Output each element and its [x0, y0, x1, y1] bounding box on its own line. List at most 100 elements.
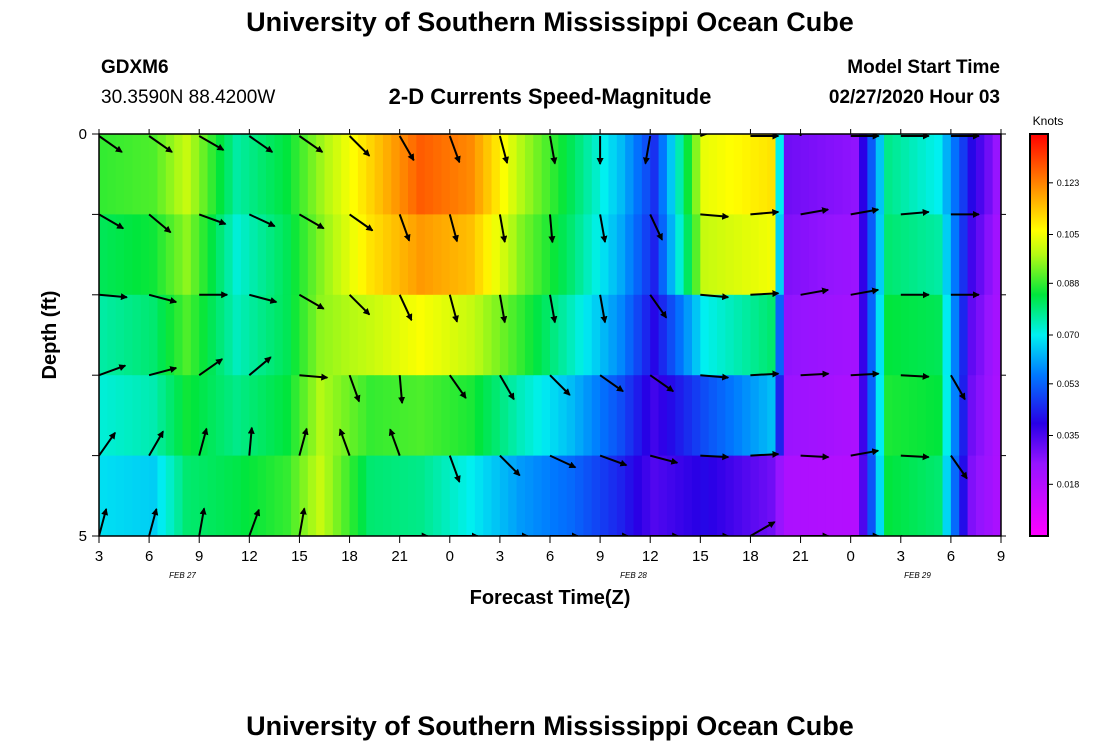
current-vectors — [99, 134, 980, 536]
heatmap-cell — [842, 214, 852, 296]
heatmap-cell — [165, 294, 175, 376]
heatmap-cell — [683, 294, 693, 376]
heatmap-cell — [299, 214, 309, 296]
current-vector — [850, 207, 880, 216]
heatmap-cell — [859, 214, 868, 296]
heatmap-cell — [700, 214, 710, 296]
heatmap-cell — [867, 455, 877, 536]
heatmap-cell — [909, 375, 919, 457]
heatmap-cell — [742, 375, 752, 457]
date-label: FEB 29 — [904, 571, 931, 580]
heatmap-cell — [666, 294, 676, 376]
heatmap-cell — [708, 294, 718, 376]
heatmap-cell — [399, 455, 409, 536]
heatmap-cell — [717, 294, 726, 376]
heatmap-cell — [733, 214, 743, 296]
heatmap-cell — [299, 294, 309, 376]
heatmap-cell — [266, 294, 275, 376]
heatmap-cell — [424, 294, 434, 376]
heatmap-cell — [224, 214, 234, 296]
heatmap-cell — [967, 134, 977, 215]
heatmap-cell — [975, 214, 985, 296]
heatmap-cell — [483, 134, 493, 215]
heatmap-cell — [107, 375, 117, 457]
heatmap-cell — [174, 134, 184, 215]
current-vector — [448, 374, 467, 399]
heatmap-cell — [783, 134, 793, 215]
heatmap-cell — [817, 294, 827, 376]
heatmap-cell — [583, 134, 593, 215]
heatmap-cell — [491, 134, 501, 215]
current-vector — [348, 374, 361, 403]
current-vector — [649, 454, 679, 465]
heatmap-cell — [641, 214, 651, 296]
station-coordinates: 30.3590N 88.4200W — [101, 87, 276, 108]
heatmap-cell — [124, 294, 134, 376]
heatmap-cell — [583, 294, 593, 376]
heatmap-cell — [884, 214, 894, 296]
heatmap-cell — [566, 455, 576, 536]
heatmap-cell — [742, 294, 752, 376]
heatmap-cell — [833, 134, 843, 215]
heatmap-cell — [750, 134, 760, 215]
heatmap-cell — [550, 214, 559, 296]
heatmap-cell — [215, 375, 225, 457]
heatmap-cell — [950, 375, 960, 457]
heatmap-cell — [124, 134, 134, 215]
heatmap-cell — [867, 375, 877, 457]
heatmap-cell — [240, 294, 250, 376]
heatmap-cell — [633, 134, 643, 215]
heatmap-cell — [157, 214, 167, 296]
heatmap-cell — [499, 134, 509, 215]
heatmap-cell — [316, 214, 326, 296]
heatmap-cell — [474, 294, 484, 376]
heatmap-cell — [408, 375, 417, 457]
heatmap-cell — [182, 214, 192, 296]
heatmap-cell — [458, 294, 468, 376]
heatmap-cell — [992, 294, 1001, 376]
heatmap-cell — [708, 375, 718, 457]
heatmap-cell — [758, 134, 768, 215]
model-start-label: Model Start Time — [847, 57, 1000, 78]
heatmap-cell — [140, 214, 150, 296]
heatmap-cell — [115, 294, 125, 376]
heatmap-cell — [332, 294, 342, 376]
heatmap-cell — [291, 134, 301, 215]
heatmap-cell — [499, 214, 509, 296]
heatmap-cell — [266, 134, 275, 215]
heatmap-cell — [959, 214, 969, 296]
heatmap-cell — [483, 214, 493, 296]
heatmap-cell — [533, 455, 543, 536]
heatmap-cell — [984, 455, 994, 536]
heatmap-cell — [149, 455, 159, 536]
heatmap-cell — [541, 214, 551, 296]
current-vector — [388, 428, 401, 456]
heatmap-cell — [825, 214, 835, 296]
heatmap-cell — [524, 455, 534, 536]
heatmap-cell — [792, 214, 802, 296]
heatmap-cell — [666, 134, 676, 215]
heatmap-cell — [566, 294, 576, 376]
x-tick-label: 6 — [145, 548, 153, 565]
heatmap-cell — [399, 375, 409, 457]
heatmap-cell — [550, 375, 559, 457]
heatmap-cell — [750, 214, 760, 296]
heatmap-cell — [224, 134, 234, 215]
heatmap-cell — [433, 455, 443, 536]
x-tick-label: 3 — [95, 548, 103, 565]
heatmap-cell — [441, 134, 451, 215]
heatmap-cell — [516, 455, 526, 536]
heatmap-cell — [825, 134, 835, 215]
heatmap-cell — [633, 294, 643, 376]
current-vector — [750, 450, 780, 458]
heatmap-cell — [817, 134, 827, 215]
heatmap-cell — [950, 455, 960, 536]
heatmap-cell — [257, 134, 267, 215]
heatmap-cell — [140, 294, 150, 376]
heatmap-cell — [224, 294, 234, 376]
heatmap-cell — [566, 134, 576, 215]
heatmap-cell — [416, 214, 426, 296]
x-tick-label: 18 — [742, 548, 759, 565]
heatmap-cell — [717, 134, 726, 215]
heatmap-cell — [650, 214, 660, 296]
